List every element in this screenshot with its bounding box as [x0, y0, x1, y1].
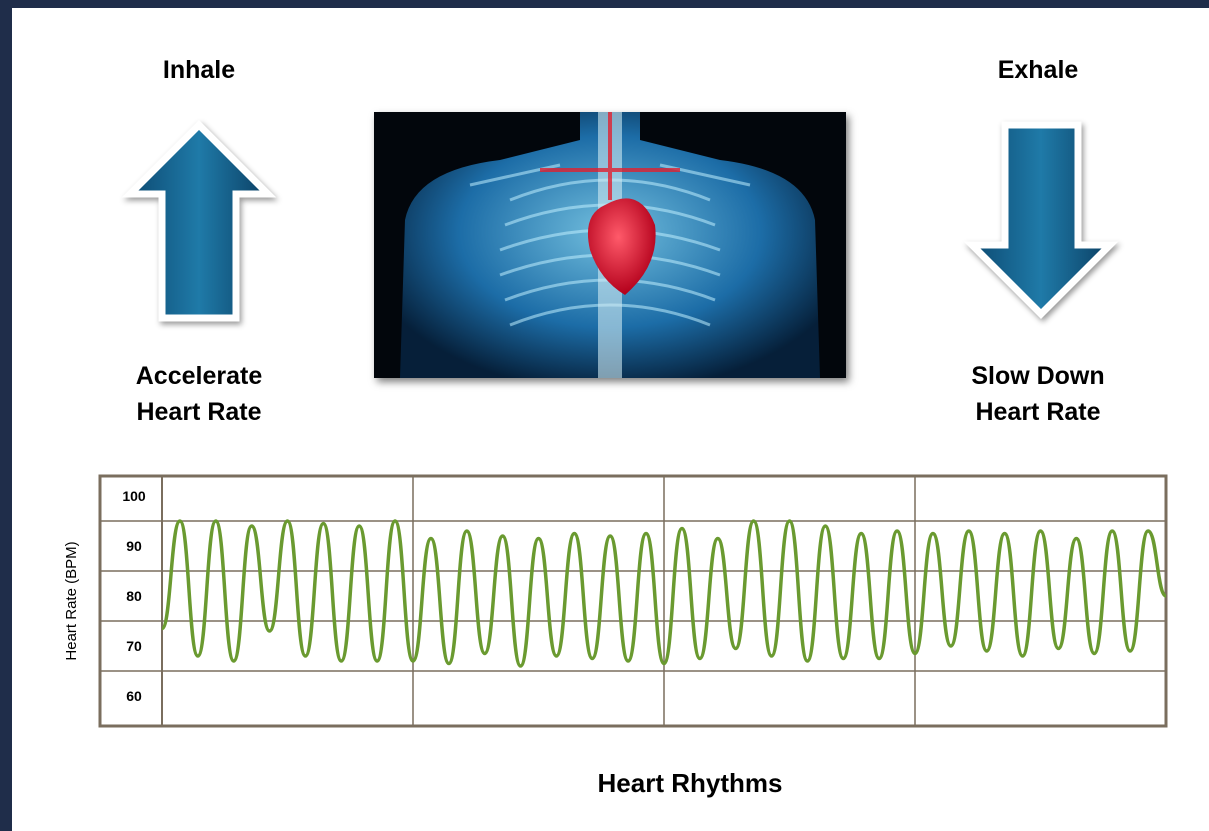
anatomy-image — [374, 112, 846, 378]
accelerate-label: Accelerate — [136, 362, 263, 390]
y-tick-label: 80 — [126, 588, 142, 604]
chart-title: Heart Rhythms — [598, 768, 783, 798]
y-tick-label: 90 — [126, 538, 142, 554]
slide: Inhale Exhale Accelerate Heart Rate Slow… — [0, 0, 1209, 831]
slow-label: Heart Rate — [975, 398, 1100, 426]
y-tick-label: 100 — [122, 488, 146, 504]
inhale-label: Inhale — [163, 56, 235, 84]
y-tick-label: 70 — [126, 638, 142, 654]
accelerate-label: Heart Rate — [136, 398, 261, 426]
y-tick-label: 60 — [126, 688, 142, 704]
y-axis-label: Heart Rate (BPM) — [63, 541, 80, 660]
page: {"slide": {"inhale": "Inhale", "exhale":… — [0, 0, 1209, 831]
slow-label: Slow Down — [971, 362, 1104, 390]
exhale-label: Exhale — [998, 56, 1079, 84]
